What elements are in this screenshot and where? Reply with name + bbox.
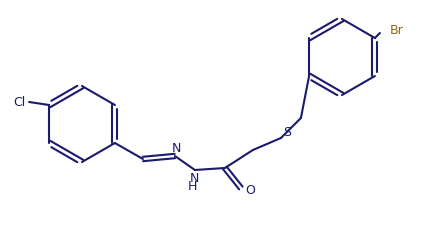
Text: Cl: Cl	[13, 96, 25, 109]
Text: N: N	[172, 141, 182, 155]
Text: Br: Br	[390, 24, 404, 37]
Text: H: H	[188, 180, 198, 192]
Text: O: O	[245, 185, 255, 197]
Text: N: N	[190, 173, 200, 185]
Text: S: S	[283, 126, 291, 140]
